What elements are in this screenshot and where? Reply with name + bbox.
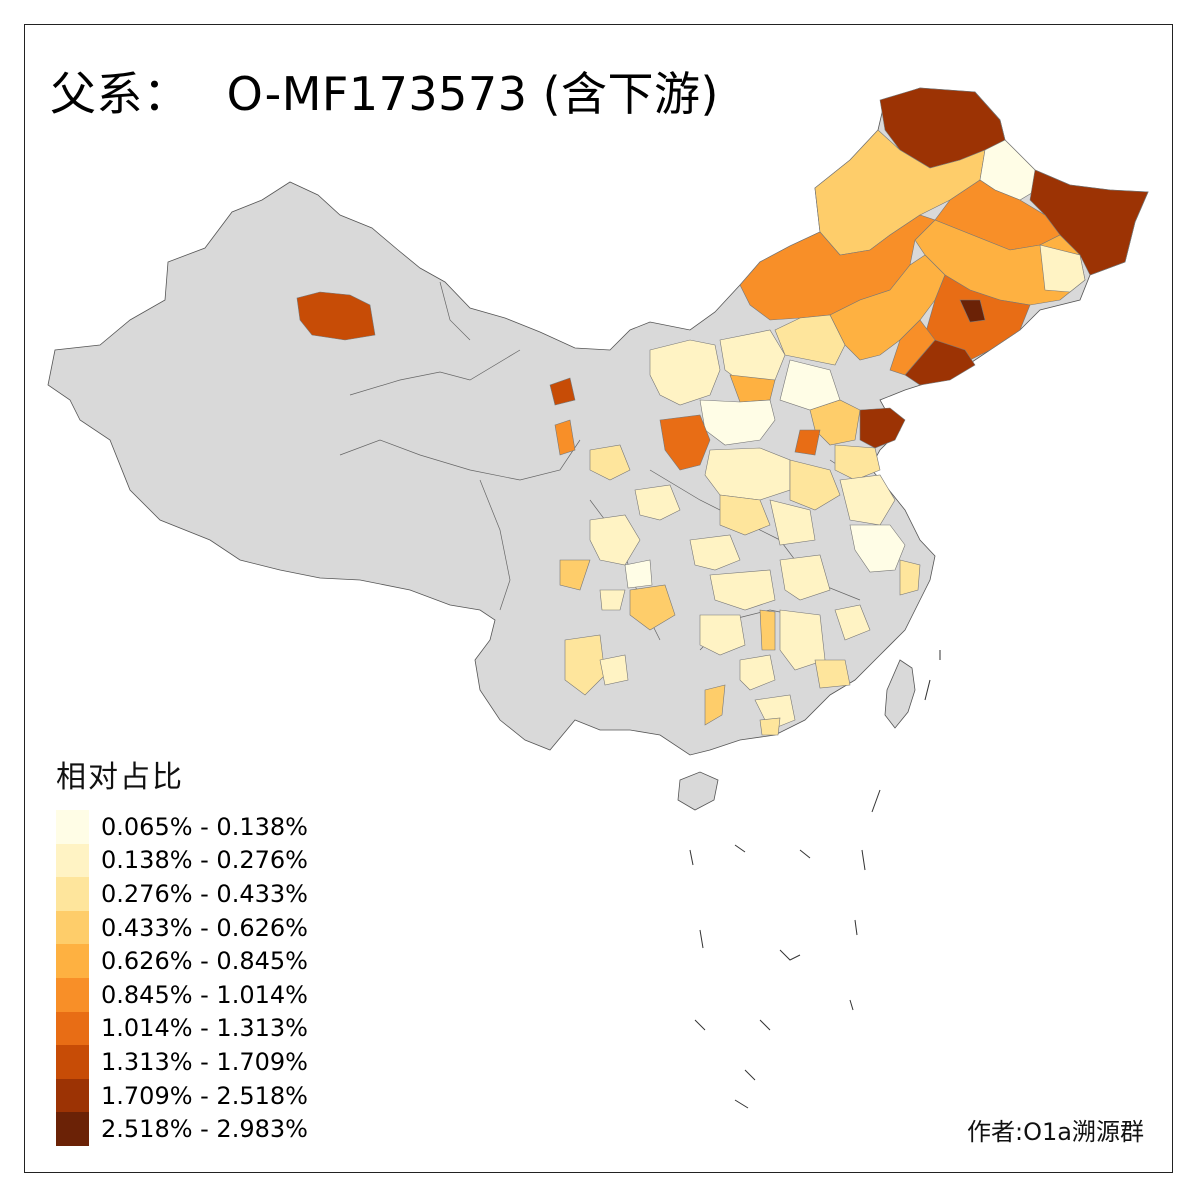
region <box>899 559 921 596</box>
region <box>759 609 776 651</box>
region <box>699 614 746 656</box>
region <box>794 429 821 456</box>
legend-swatch <box>56 910 89 945</box>
legend-title: 相对占比 <box>56 760 184 795</box>
region <box>689 534 741 571</box>
title-haplogroup: O-MF173573 <box>226 67 528 121</box>
region <box>1039 244 1086 293</box>
region <box>704 447 791 501</box>
region <box>599 654 629 686</box>
region <box>599 589 626 611</box>
legend-swatch <box>56 810 89 844</box>
legend-swatch <box>56 944 89 978</box>
legend-item: 0.433% - 0.626% <box>56 910 308 945</box>
legend-item: 1.014% - 1.313% <box>56 1011 308 1046</box>
region <box>769 499 816 546</box>
legend-item: 0.845% - 1.014% <box>56 977 308 1012</box>
title-prefix: 父系： <box>50 67 190 121</box>
region <box>554 419 576 456</box>
region <box>834 444 881 481</box>
region <box>629 584 676 631</box>
legend-item: 0.276% - 0.433% <box>56 877 308 911</box>
region <box>789 459 841 511</box>
legend-swatch <box>56 877 89 911</box>
legend-item: 1.709% - 2.518% <box>56 1078 308 1113</box>
region <box>774 314 846 366</box>
legend-label: 0.276% - 0.433% <box>101 879 308 908</box>
hainan <box>677 771 719 811</box>
south-china-sea-islands <box>689 650 941 1109</box>
region <box>759 717 781 736</box>
legend-label: 0.845% - 1.014% <box>101 980 308 1009</box>
region <box>709 569 776 611</box>
region <box>1029 169 1149 276</box>
legend-item: 2.518% - 2.983% <box>56 1112 308 1146</box>
region <box>739 214 936 321</box>
region <box>779 609 826 671</box>
region <box>564 634 606 696</box>
legend-item: 1.313% - 1.709% <box>56 1045 308 1079</box>
region <box>959 299 986 323</box>
legend-label: 0.138% - 0.276% <box>101 846 308 875</box>
region <box>834 604 871 641</box>
region <box>559 559 591 591</box>
region <box>704 684 726 726</box>
region <box>699 399 776 446</box>
legend-label: 1.313% - 1.709% <box>101 1047 308 1076</box>
legend-label: 0.626% - 0.845% <box>101 947 308 976</box>
legend-label: 1.014% - 1.313% <box>101 1014 308 1043</box>
legend-swatch <box>56 843 89 878</box>
region <box>739 654 776 691</box>
region <box>624 559 653 589</box>
legend-label: 0.065% - 0.138% <box>101 812 308 841</box>
region <box>889 319 936 376</box>
taiwan <box>884 659 916 729</box>
legend-label: 1.709% - 2.518% <box>101 1081 308 1110</box>
legend-swatch <box>56 1078 89 1113</box>
title-suffix: (含下游) <box>542 67 719 121</box>
legend-swatch <box>56 1112 89 1146</box>
region <box>549 377 576 406</box>
region <box>779 554 831 601</box>
region <box>659 414 711 471</box>
legend-label: 0.433% - 0.626% <box>101 913 308 942</box>
region <box>719 494 771 536</box>
legend-rows: 0.065% - 0.138% 0.138% - 0.276% 0.276% - 0… <box>56 810 308 1146</box>
prefecture-data-regions <box>296 87 1149 736</box>
legend-swatch <box>56 977 89 1012</box>
map-title: 父系： O-MF173573 (含下游) <box>50 58 719 124</box>
legend-label: 2.518% - 2.983% <box>101 1115 308 1144</box>
legend-item: 0.065% - 0.138% <box>56 810 308 844</box>
author-credit: 作者:O1a溯源群 <box>967 1118 1144 1146</box>
legend-item: 0.626% - 0.845% <box>56 944 308 978</box>
region <box>814 659 851 689</box>
map-frame <box>24 24 1173 1173</box>
region <box>839 474 896 526</box>
region <box>589 444 631 481</box>
legend: 相对占比 0.065% - 0.138% 0.138% - 0.276% 0.276… <box>56 752 308 1146</box>
region <box>296 291 376 341</box>
region <box>649 339 721 406</box>
legend-item: 0.138% - 0.276% <box>56 843 308 878</box>
region <box>634 484 681 521</box>
legend-swatch <box>56 1045 89 1079</box>
legend-swatch <box>56 1011 89 1046</box>
region <box>859 407 906 449</box>
region <box>849 524 906 573</box>
